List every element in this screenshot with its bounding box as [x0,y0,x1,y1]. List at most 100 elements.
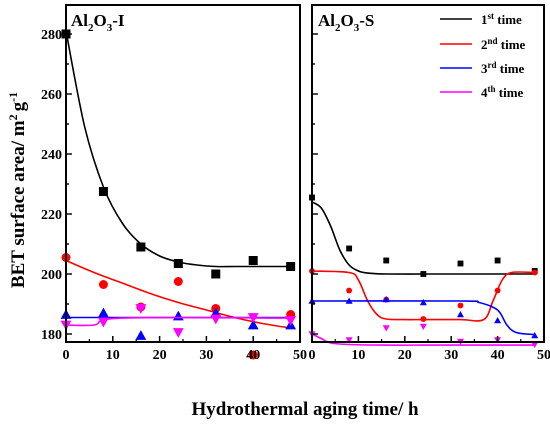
y-axis-title-sup: -1 [6,92,20,102]
legend-label-4th-sup: th [488,84,496,94]
data-point-series-2-circle [457,302,464,309]
y-axis-title-main: BET surface area/ m [8,120,29,288]
data-point-series-2-circle [98,280,108,289]
panel-al2o3-i-title-part: Al [71,11,88,30]
x-tick-label: 50 [293,348,307,363]
fit-curve-series-4 [311,333,535,346]
axis-ticks: 0 10 20 30 40 50 180 200 220 240 260 280 0 10 20 30 40 50 [41,28,550,363]
legend-label-3rd: 3rd time [481,60,525,76]
legend-label-4th-num: 4 [481,85,488,100]
legend-label-2nd-num: 2 [481,37,488,52]
panel-al2o3-s-plot [308,194,539,349]
fit-curve-series-1 [65,30,291,268]
fit-curve-series-2 [311,270,535,322]
data-point-series-3-triangle-up [494,316,502,324]
legend-label-1st-sup: st [488,11,495,21]
panel-al2o3-s-title-sub: 3 [354,22,360,34]
data-point-series-3-triangle-up [456,310,464,318]
data-point-series-4-triangle-down [135,304,147,314]
data-point-series-2-circle [173,277,183,286]
panel-al2o3-i-title-sub: 3 [107,22,113,34]
panel-al2o3-i-title-sub: 2 [88,22,94,34]
data-point-series-2-circle [248,350,258,360]
legend-label-3rd-sup: rd [488,60,497,70]
panel-al2o3-s-title: Al2O3-S [318,11,374,34]
fit-curve-series-4 [65,316,291,327]
x-tick-label: 30 [199,348,213,363]
data-point-series-2-circle [420,316,427,322]
data-point-series-3-triangle-up [531,331,539,339]
legend-label-3rd-word: time [497,61,525,76]
y-tick-label: 260 [41,88,62,103]
data-point-series-1-square [494,257,501,264]
data-point-series-3-triangle-up [345,297,353,304]
data-point-series-3-triangle-up [419,298,427,306]
data-point-series-1-square [136,242,146,252]
x-tick-label: 40 [246,348,260,363]
data-point-series-4-triangle-down [98,317,109,328]
data-point-series-3-triangle-up [172,310,184,321]
x-tick-label: 10 [106,348,120,363]
panel-al2o3-i-frame [65,4,301,343]
panel-al2o3-s-title-part: Al [318,11,335,30]
data-point-series-4-triangle-down [382,325,390,332]
y-tick-label: 180 [41,328,62,343]
data-point-series-4-triangle-down [419,323,427,331]
panel-al2o3-i-plot [60,29,297,360]
data-point-series-1-square [420,271,427,277]
data-point-series-3-triangle-up [135,330,147,340]
data-point-series-4-triangle-down [531,341,539,349]
y-tick-label: 200 [41,268,62,283]
data-point-series-2-circle [346,287,353,294]
legend: 1st time 2nd time 3rd time 4th time [440,11,526,100]
x-tick-label: 0 [63,348,70,363]
x-tick-label: 50 [537,348,550,363]
legend-label-2nd: 2nd time [481,36,526,52]
legend-label-1st-num: 1 [481,12,488,27]
legend-label-2nd-sup: nd [488,36,498,46]
data-point-series-4-triangle-down [172,328,184,338]
x-tick-label: 20 [398,348,412,363]
y-axis-title-sup: 2 [6,114,20,120]
data-point-series-1-square [211,269,221,279]
y-tick-label: 220 [41,208,62,223]
panel-al2o3-s-title-part: O [341,11,354,30]
x-tick-label: 40 [491,348,505,363]
legend-label-4th-word: time [496,85,524,100]
x-tick-label: 30 [444,348,458,363]
data-point-series-3-triangle-up [98,307,109,318]
data-point-series-1-square [346,245,353,252]
data-point-series-1-square [383,257,390,264]
data-point-series-1-square [173,259,183,268]
legend-label-1st: 1st time [481,11,522,27]
data-point-series-2-circle [494,287,501,294]
y-axis-title: BET surface area/ m2 g-1 [6,92,29,288]
data-point-series-4-triangle-down [210,314,222,325]
legend-label-2nd-word: time [498,37,526,52]
data-point-series-1-square [286,262,296,271]
y-axis-title-mid: g [8,101,29,111]
data-point-series-1-square [248,256,258,265]
panel-al2o3-s-title-sub: 2 [335,22,341,34]
data-point-series-1-square [98,187,108,196]
panel-al2o3-i-title-part: -I [112,11,125,30]
panel-al2o3-s-title-part: -S [359,11,374,30]
fit-curve-series-3 [311,300,535,336]
x-tick-label: 20 [153,348,167,363]
y-tick-label: 240 [41,148,62,163]
fit-curve-series-1 [311,201,535,275]
data-point-series-3-triangle-up [247,319,259,330]
legend-label-3rd-num: 3 [481,61,488,76]
panel-al2o3-i-title: Al2O3-I [71,11,125,34]
legend-label-4th: 4th time [481,84,524,100]
data-point-series-2-circle [531,269,538,276]
data-point-series-3-triangle-up [382,295,390,303]
data-point-series-4-triangle-down [247,313,259,323]
x-tick-label: 10 [351,348,365,363]
panel-al2o3-i-title-part: O [94,11,107,30]
legend-label-1st-word: time [494,12,522,27]
data-point-series-1-square [457,260,464,267]
x-axis-title: Hydrothermal aging time/ h [191,399,419,420]
y-tick-label: 280 [41,28,62,43]
